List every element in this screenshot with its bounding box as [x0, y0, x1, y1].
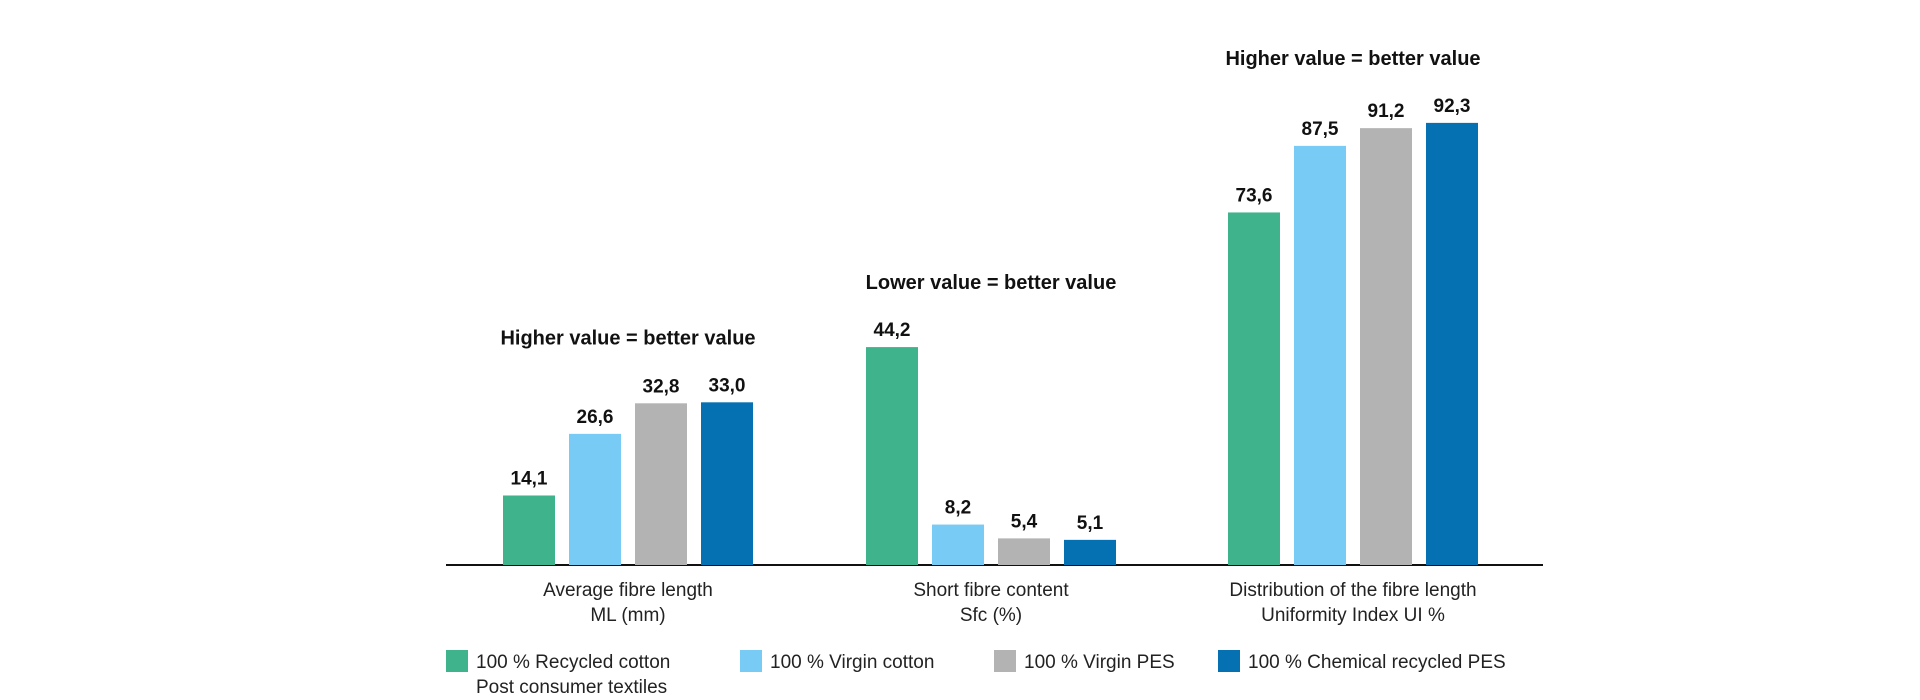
data-label-1-1: 14,1: [511, 468, 548, 489]
bar-1-2: [569, 433, 621, 565]
group-note-3: Higher value = better value: [1225, 48, 1480, 70]
data-label-1-2: 26,6: [577, 407, 614, 428]
bar-3-2: [1294, 145, 1346, 565]
category-label-2-1: Short fibre content: [913, 580, 1069, 601]
group-note-2: Lower value = better value: [866, 272, 1117, 294]
bar-1-1: [503, 495, 555, 565]
data-label-1-4: 33,0: [709, 375, 746, 396]
category-label-2-2: Sfc (%): [960, 605, 1022, 626]
legend-swatch-3: [994, 650, 1016, 672]
data-label-3-2: 87,5: [1302, 119, 1339, 140]
category-label-3-1: Distribution of the fibre length: [1229, 580, 1476, 601]
group-note-1: Higher value = better value: [500, 327, 755, 349]
bar-1-4: [701, 402, 753, 565]
legend-label-2-1: 100 % Virgin cotton: [770, 652, 934, 673]
bar-3-1: [1228, 212, 1280, 565]
data-label-2-2: 8,2: [945, 498, 971, 519]
category-label-1-1: Average fibre length: [543, 580, 713, 601]
category-label-1-2: ML (mm): [590, 605, 665, 626]
data-label-3-3: 91,2: [1368, 101, 1405, 122]
legend-swatch-1: [446, 650, 468, 672]
category-label-3-2: Uniformity Index UI %: [1261, 605, 1445, 626]
bar-3-3: [1360, 128, 1412, 566]
data-label-3-4: 92,3: [1434, 96, 1471, 117]
legend-swatch-2: [740, 650, 762, 672]
bar-2-4: [1064, 539, 1116, 565]
bar-3-4: [1426, 122, 1478, 566]
legend-label-3-1: 100 % Virgin PES: [1024, 652, 1175, 673]
data-label-2-1: 44,2: [874, 320, 911, 341]
legend-label-1-1: 100 % Recycled cotton: [476, 652, 670, 673]
bar-1-3: [635, 403, 687, 565]
data-label-3-1: 73,6: [1236, 185, 1273, 206]
data-label-2-4: 5,1: [1077, 513, 1104, 534]
bar-2-1: [866, 347, 918, 565]
bar-2-2: [932, 524, 984, 565]
legend-swatch-4: [1218, 650, 1240, 672]
bar-2-3: [998, 538, 1050, 565]
legend-label-1-2: Post consumer textiles: [476, 677, 667, 698]
data-label-1-3: 32,8: [643, 376, 680, 397]
legend-label-4-1: 100 % Chemical recycled PES: [1248, 652, 1506, 673]
data-label-2-3: 5,4: [1011, 511, 1038, 532]
